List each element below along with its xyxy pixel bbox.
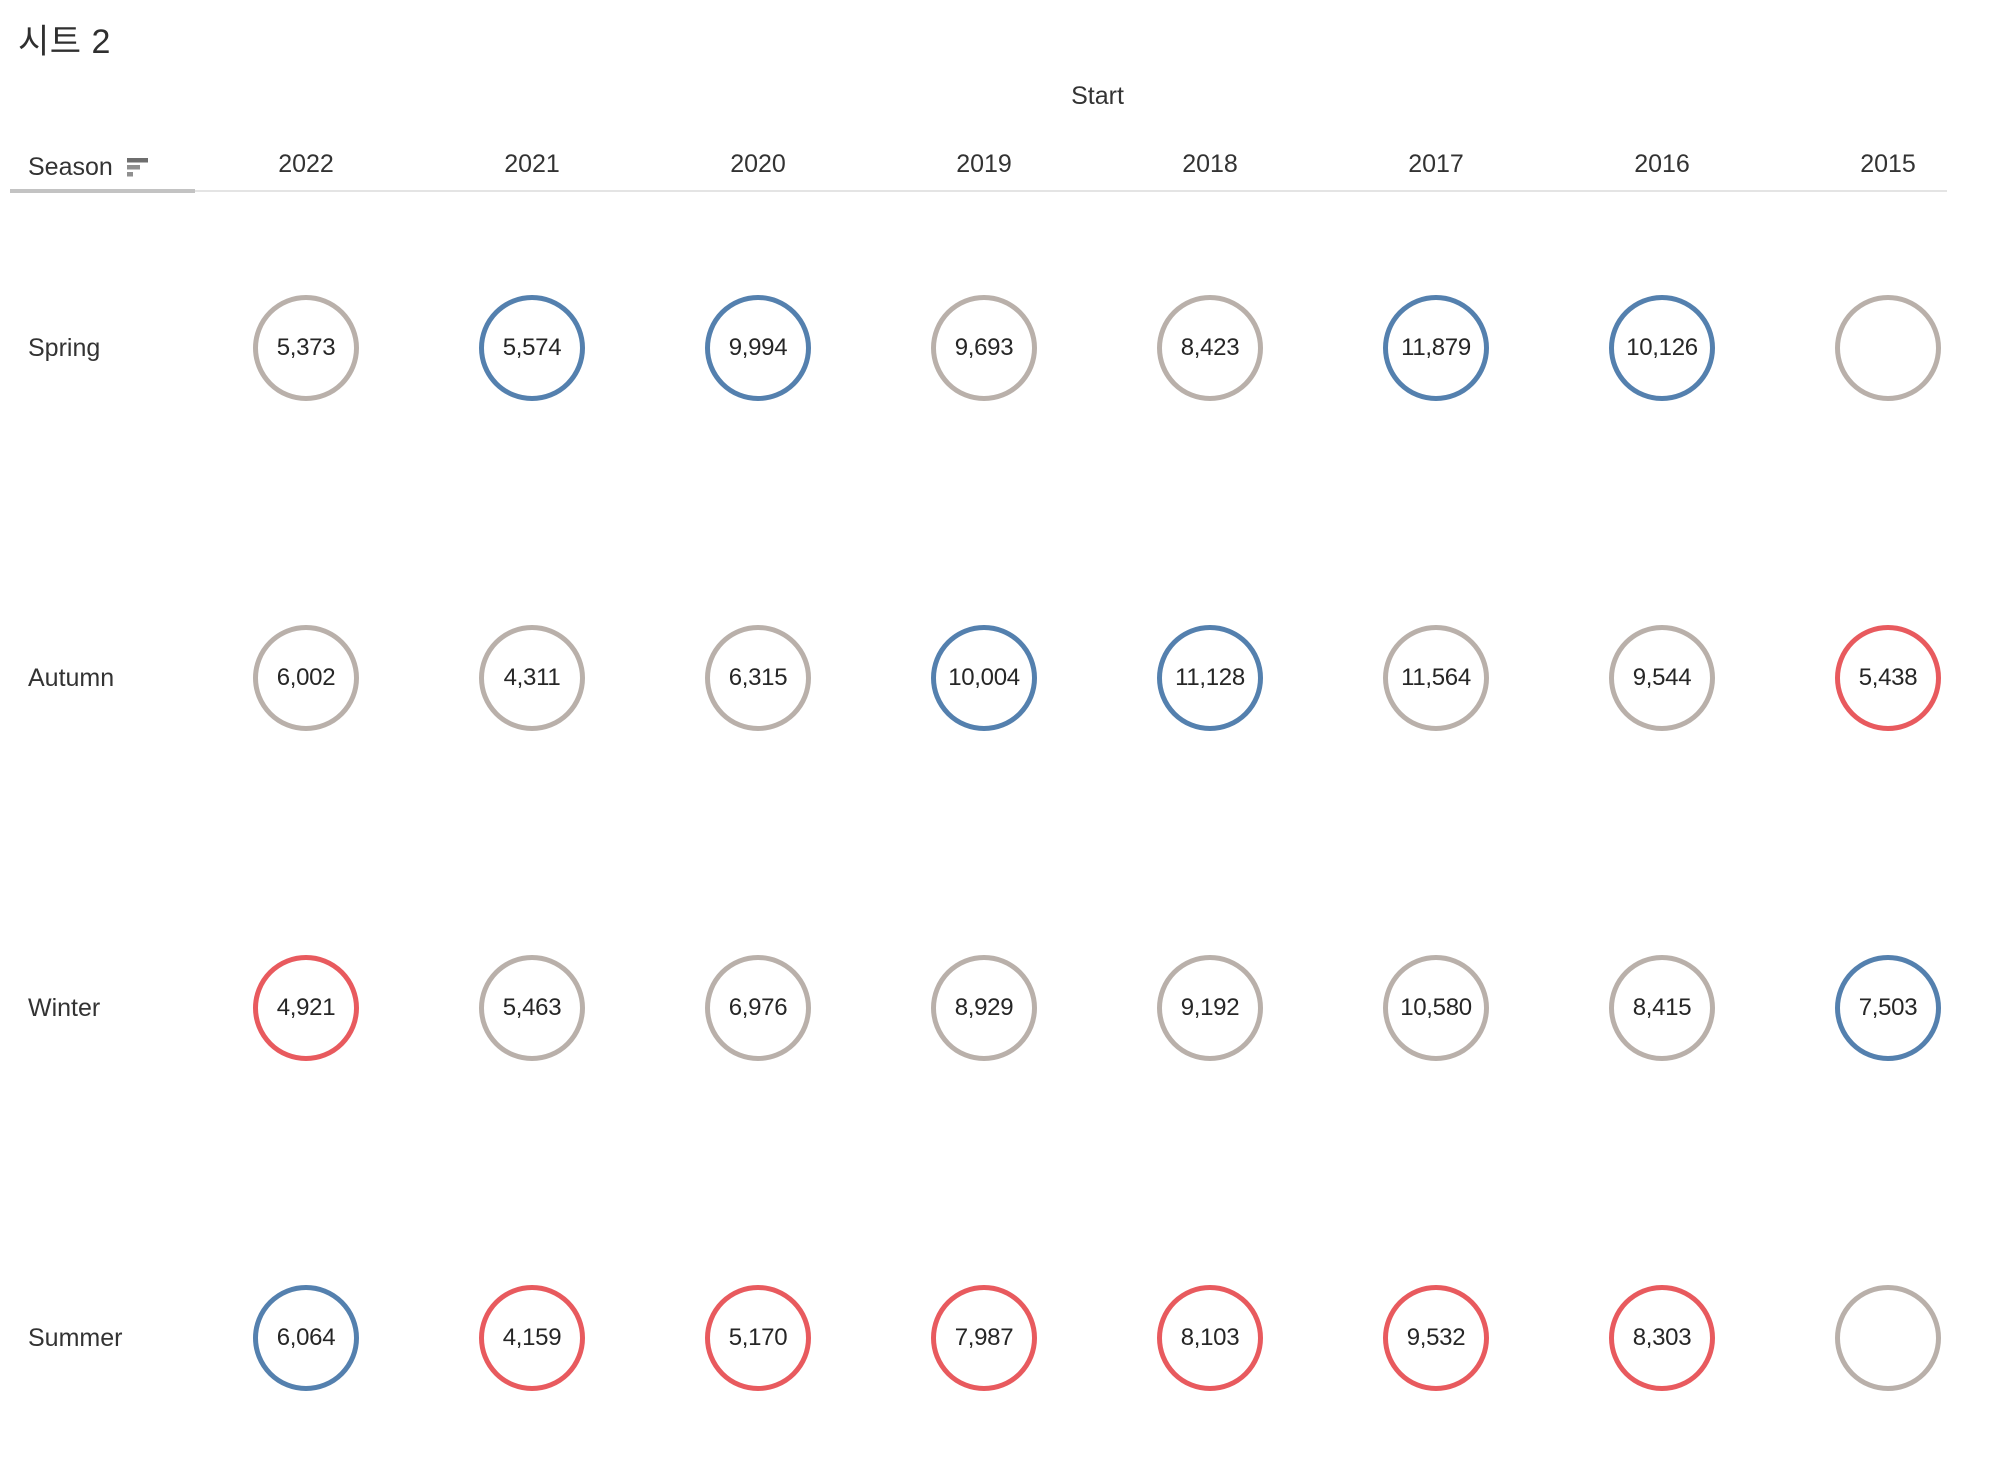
mark-value: 5,463: [502, 994, 562, 1021]
circle-mark[interactable]: 10,004: [931, 625, 1037, 731]
mark-value: 5,170: [728, 1324, 788, 1351]
circle-mark[interactable]: [1835, 295, 1941, 401]
column-header-2019[interactable]: 2019: [956, 150, 1012, 178]
circle-mark[interactable]: 4,159: [479, 1285, 585, 1391]
mark-value: 10,126: [1626, 334, 1698, 361]
column-header-2020[interactable]: 2020: [730, 150, 786, 178]
mark-value: 8,415: [1632, 994, 1692, 1021]
circle-mark[interactable]: 11,564: [1383, 625, 1489, 731]
mark-value: 8,103: [1180, 1324, 1240, 1351]
column-header-2018[interactable]: 2018: [1182, 150, 1238, 178]
column-header-2015[interactable]: 2015: [1860, 150, 1916, 178]
circle-mark[interactable]: 9,994: [705, 295, 811, 401]
mark-value: 7,987: [954, 1324, 1014, 1351]
row-header-divider: [10, 189, 195, 193]
circle-mark[interactable]: 6,976: [705, 955, 811, 1061]
mark-value: 8,423: [1180, 334, 1240, 361]
header-divider: [195, 190, 1947, 192]
mark-value: 11,879: [1401, 334, 1471, 361]
circle-mark[interactable]: [1835, 1285, 1941, 1391]
circle-mark[interactable]: 6,064: [253, 1285, 359, 1391]
mark-value: 5,438: [1858, 664, 1918, 691]
sheet-title: 시트 2: [18, 23, 111, 61]
circle-mark[interactable]: 5,170: [705, 1285, 811, 1391]
column-field-label: Start: [1071, 82, 1124, 110]
circle-mark[interactable]: 10,126: [1609, 295, 1715, 401]
circle-mark[interactable]: 9,544: [1609, 625, 1715, 731]
column-header-2021[interactable]: 2021: [504, 150, 560, 178]
mark-value: 9,693: [954, 334, 1014, 361]
row-header-winter[interactable]: Winter: [28, 994, 101, 1022]
mark-value: 10,580: [1400, 994, 1472, 1021]
mark-value: 7,503: [1858, 994, 1918, 1021]
circle-mark[interactable]: 7,987: [931, 1285, 1037, 1391]
sort-descending-icon[interactable]: [126, 157, 149, 177]
circle-mark[interactable]: 11,879: [1383, 295, 1489, 401]
mark-value: 10,004: [948, 664, 1020, 691]
row-field-label: Season: [28, 152, 113, 181]
column-header-2017[interactable]: 2017: [1408, 150, 1464, 178]
circle-mark[interactable]: 9,192: [1157, 955, 1263, 1061]
column-header-2016[interactable]: 2016: [1634, 150, 1690, 178]
mark-value: 5,574: [502, 334, 562, 361]
circle-mark[interactable]: 4,921: [253, 955, 359, 1061]
mark-value: 4,311: [503, 664, 561, 691]
mark-value: 6,002: [276, 664, 336, 691]
circle-mark[interactable]: 6,002: [253, 625, 359, 731]
circle-mark[interactable]: 6,315: [705, 625, 811, 731]
circle-mark[interactable]: 9,532: [1383, 1285, 1489, 1391]
mark-value: 6,976: [728, 994, 788, 1021]
row-header-summer[interactable]: Summer: [28, 1324, 123, 1352]
circle-mark[interactable]: 4,311: [479, 625, 585, 731]
mark-value: 6,315: [728, 664, 788, 691]
row-field-header[interactable]: Season: [28, 150, 149, 184]
mark-value: 9,192: [1180, 994, 1240, 1021]
mark-value: 5,373: [276, 334, 336, 361]
mark-value: 9,532: [1406, 1324, 1466, 1351]
circle-mark[interactable]: 5,574: [479, 295, 585, 401]
mark-value: 8,303: [1632, 1324, 1692, 1351]
mark-value: 6,064: [276, 1324, 336, 1351]
mark-value: 11,128: [1175, 664, 1245, 691]
circle-mark[interactable]: 8,303: [1609, 1285, 1715, 1391]
circle-mark[interactable]: 10,580: [1383, 955, 1489, 1061]
column-header-2022[interactable]: 2022: [278, 150, 334, 178]
mark-value: 8,929: [954, 994, 1014, 1021]
circle-mark[interactable]: 9,693: [931, 295, 1037, 401]
circle-mark[interactable]: 11,128: [1157, 625, 1263, 731]
row-header-spring[interactable]: Spring: [28, 334, 101, 362]
mark-value: 9,544: [1632, 664, 1692, 691]
circle-mark[interactable]: 8,415: [1609, 955, 1715, 1061]
circle-mark[interactable]: 5,373: [253, 295, 359, 401]
circle-mark[interactable]: 8,423: [1157, 295, 1263, 401]
mark-value: 9,994: [728, 334, 788, 361]
circle-mark[interactable]: 8,929: [931, 955, 1037, 1061]
mark-value: 4,921: [276, 994, 336, 1021]
row-header-autumn[interactable]: Autumn: [28, 664, 115, 692]
circle-mark[interactable]: 7,503: [1835, 955, 1941, 1061]
mark-value: 11,564: [1401, 664, 1471, 691]
circle-mark[interactable]: 5,463: [479, 955, 585, 1061]
mark-value: 4,159: [502, 1324, 562, 1351]
circle-mark[interactable]: 8,103: [1157, 1285, 1263, 1391]
circle-mark[interactable]: 5,438: [1835, 625, 1941, 731]
